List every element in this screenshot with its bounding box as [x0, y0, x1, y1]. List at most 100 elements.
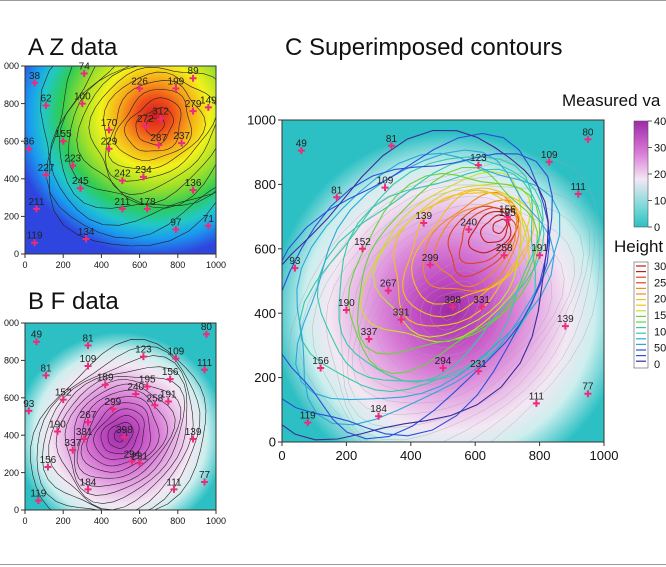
- contour-line: [41, 355, 194, 510]
- data-point-label: 80: [582, 127, 594, 138]
- data-point-marker: [84, 362, 92, 370]
- y-tick-label: 400: [254, 306, 276, 321]
- contour-line: [93, 408, 145, 460]
- panel-c-frame: [281, 119, 605, 443]
- contour-line: [135, 107, 174, 145]
- data-point-label: 156: [40, 455, 57, 466]
- contour-line: [107, 80, 206, 170]
- data-point-marker: [202, 330, 210, 338]
- x-tick-label: 0: [22, 516, 27, 526]
- data-point-label: 240: [460, 217, 477, 228]
- data-point-label: 111: [529, 391, 545, 402]
- data-point-marker: [42, 171, 50, 179]
- contour-line: [46, 66, 216, 239]
- panel-c-axes: 0 200 400 600 800 1000 0 200 400 600 800 1000: [247, 113, 618, 463]
- data-point-label: 119: [30, 489, 46, 500]
- data-point-label: 77: [582, 382, 594, 393]
- contour-line: [76, 389, 169, 479]
- data-point-label: 77: [199, 470, 211, 481]
- data-point-marker: [139, 173, 147, 181]
- data-point-marker: [42, 371, 50, 379]
- panel-c-title: C Superimposed contours: [285, 34, 563, 61]
- data-point-label: 237: [173, 131, 190, 142]
- data-point-label: 139: [415, 211, 432, 222]
- fill-contour-line: [347, 203, 565, 415]
- height-tick-label: 10: [654, 326, 666, 338]
- data-point-marker: [84, 418, 92, 426]
- data-point-marker: [59, 137, 67, 145]
- panel-b-contours: [30, 339, 207, 510]
- data-point-marker: [172, 355, 180, 363]
- data-point-label: 184: [80, 477, 97, 488]
- fill-contour-line: [351, 212, 553, 404]
- data-point-marker: [189, 186, 197, 194]
- data-point-label: 190: [338, 298, 355, 309]
- fill-contour-line: [358, 222, 540, 395]
- data-point-marker: [189, 107, 197, 115]
- x-tick-label: 400: [94, 260, 109, 270]
- data-point-label: 89: [188, 66, 200, 77]
- panel-c-chart: 0 200 400 600 800 1000 0 200 400 600 800 1000 49 81 8…: [247, 113, 618, 463]
- data-point-marker: [359, 245, 366, 253]
- data-point-marker: [109, 405, 117, 413]
- data-point-label: 156: [162, 367, 179, 378]
- data-point-label: 226: [131, 77, 148, 88]
- data-point-marker: [500, 251, 508, 259]
- data-point-label: 279: [185, 99, 202, 110]
- fill-contour-line: [325, 189, 584, 441]
- data-point-label: 100: [74, 92, 91, 103]
- data-point-label: 240: [127, 382, 144, 393]
- data-point-label: 211: [114, 197, 130, 208]
- height-contour-line: [282, 132, 551, 437]
- x-tick-label: 400: [94, 516, 109, 526]
- y-tick-label: 000: [4, 61, 19, 71]
- height-tick-label: 25: [654, 277, 666, 289]
- x-tick-label: 0: [278, 448, 285, 463]
- data-point-marker: [584, 390, 592, 398]
- data-point-label: 231: [470, 359, 487, 370]
- y-tick-label: 200: [4, 212, 19, 222]
- height-tick-label: 0: [654, 359, 660, 371]
- measured-colorbar: [633, 120, 649, 228]
- x-tick-label: 800: [170, 516, 185, 526]
- data-point-label: 258: [496, 243, 513, 254]
- data-point-label: 80: [201, 322, 213, 333]
- fill-contour-line: [376, 241, 514, 376]
- height-contour-line: [296, 152, 561, 426]
- height-contour-line: [338, 168, 545, 383]
- data-point-label: 81: [82, 333, 94, 344]
- top-border: [0, 0, 666, 1]
- data-point-label: 71: [203, 214, 215, 225]
- x-tick-label: 600: [132, 516, 147, 526]
- data-point-marker: [143, 383, 151, 391]
- x-tick-label: 600: [132, 260, 147, 270]
- height-legend: Height 30 25 20 15 10 50 0: [614, 237, 666, 371]
- data-point-label: 211: [28, 197, 44, 208]
- data-point-label: 109: [541, 150, 558, 161]
- data-point-label: 155: [55, 129, 72, 140]
- contour-line: [55, 376, 186, 504]
- fill-contour-line: [420, 280, 480, 340]
- data-point-marker: [78, 100, 86, 108]
- panel-a-title: A Z data: [28, 34, 118, 61]
- contour-line: [88, 66, 216, 196]
- x-tick-label: 800: [170, 260, 185, 270]
- panel-a-axes: 0 200 400 600 800 1000 0 200 400 600 800 000: [4, 61, 226, 270]
- y-tick-label: 400: [4, 174, 19, 184]
- data-point-label: 331: [76, 427, 93, 438]
- data-point-marker: [201, 366, 209, 374]
- panel-b-chart: 0 200 400 600 800 1000 0 200 400 600 800 000 49 81 80…: [4, 318, 226, 526]
- height-contour-line: [479, 214, 510, 244]
- panel-a-contours: [40, 66, 216, 247]
- fill-contour-line: [430, 290, 470, 331]
- data-point-marker: [297, 147, 305, 155]
- data-point-marker: [155, 141, 163, 149]
- height-tick-label: 50: [654, 343, 666, 355]
- height-contour-line: [295, 149, 555, 401]
- data-point-marker: [157, 115, 165, 123]
- data-point-marker: [42, 101, 50, 109]
- y-tick-label: 200: [4, 468, 19, 478]
- contour-line: [49, 66, 216, 226]
- data-point-marker: [170, 485, 178, 493]
